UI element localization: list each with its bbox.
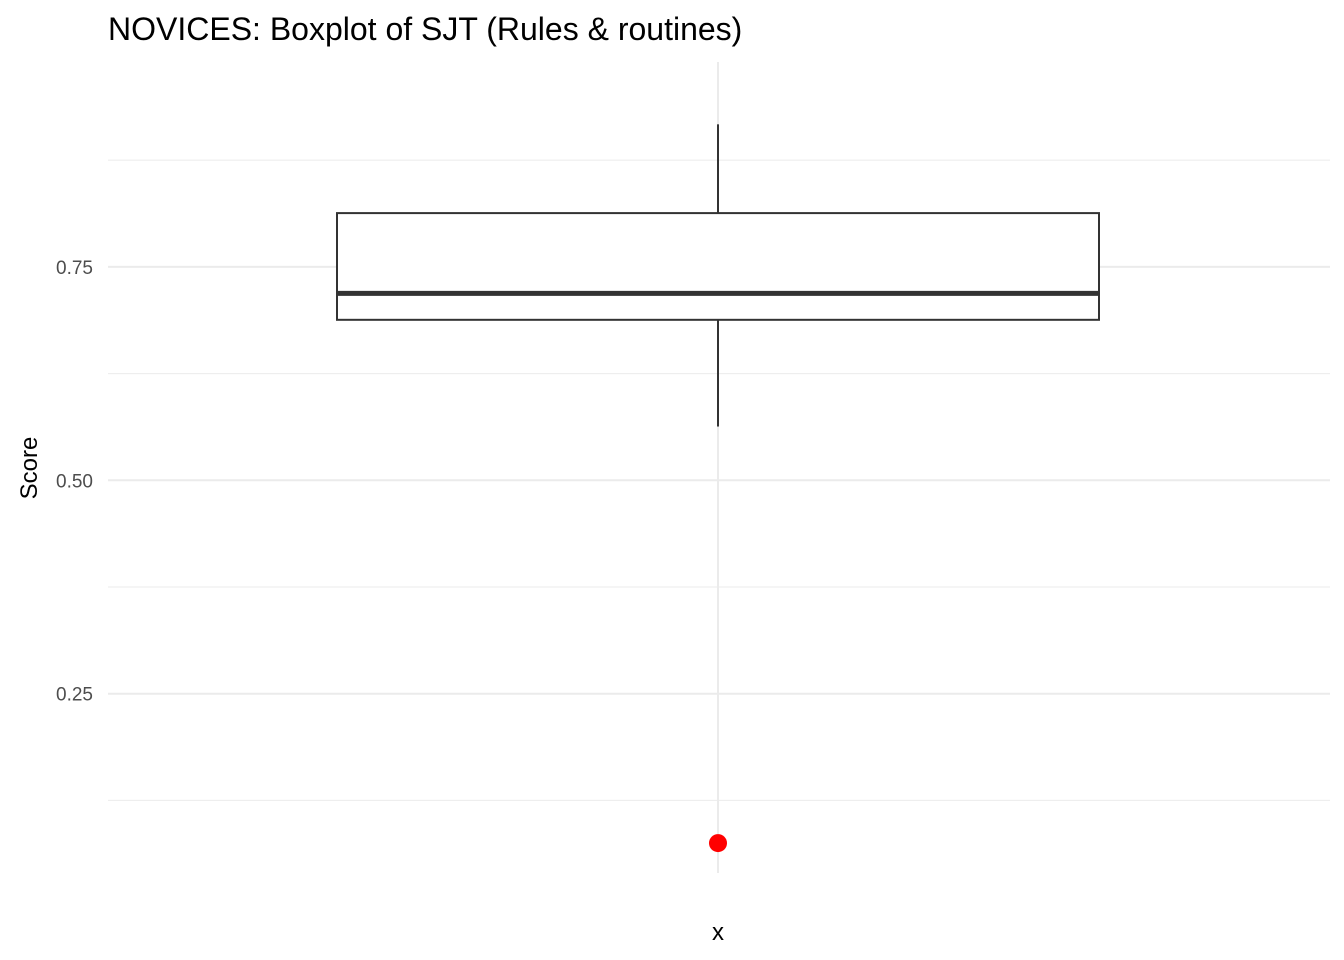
outlier-point-0 [709, 834, 727, 853]
iqr-box [336, 212, 1100, 321]
y-tick-label: 0.75 [56, 258, 93, 279]
x-axis-title: x [712, 919, 724, 946]
y-tick-label: 0.50 [56, 471, 93, 492]
y-tick-label: 0.25 [56, 685, 93, 706]
y-axis-title: Score [16, 437, 43, 500]
chart-title: NOVICES: Boxplot of SJT (Rules & routine… [108, 11, 742, 47]
y-axis-ticks: 0.25 0.50 0.75 [56, 258, 93, 706]
box-layer [336, 124, 1100, 853]
